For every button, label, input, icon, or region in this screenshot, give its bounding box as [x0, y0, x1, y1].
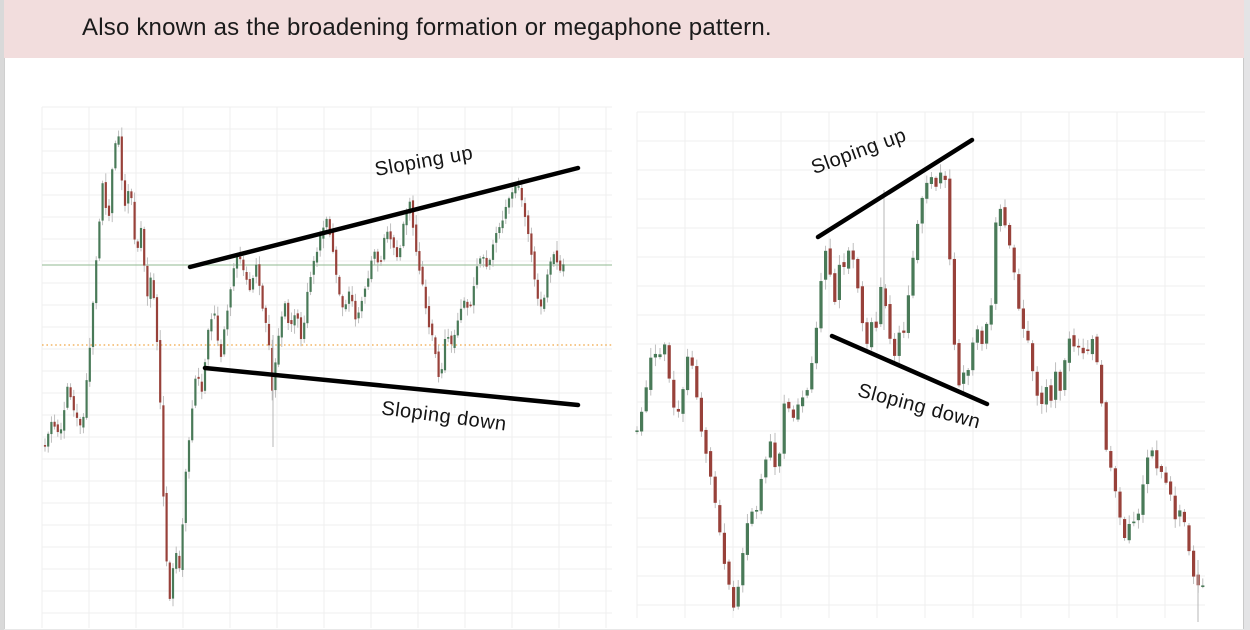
- trendline-sloping-up: [187, 165, 581, 270]
- title-banner: Also known as the broadening formation o…: [4, 0, 1244, 58]
- broadening-wedge-left: [41, 106, 612, 628]
- trendline-sloping-down: [202, 365, 581, 408]
- left-edge-strip: [0, 0, 5, 630]
- gridlines: [41, 106, 612, 628]
- trendline-sloping-up: [815, 137, 975, 240]
- candles: [43, 127, 565, 607]
- trendline-sloping-down: [829, 333, 990, 407]
- right-edge-strip: [1243, 0, 1250, 630]
- candles: [635, 164, 1205, 611]
- gridlines: [636, 111, 1205, 618]
- banner-text: Also known as the broadening formation o…: [82, 13, 772, 41]
- broadening-wedge-right: [635, 111, 1205, 622]
